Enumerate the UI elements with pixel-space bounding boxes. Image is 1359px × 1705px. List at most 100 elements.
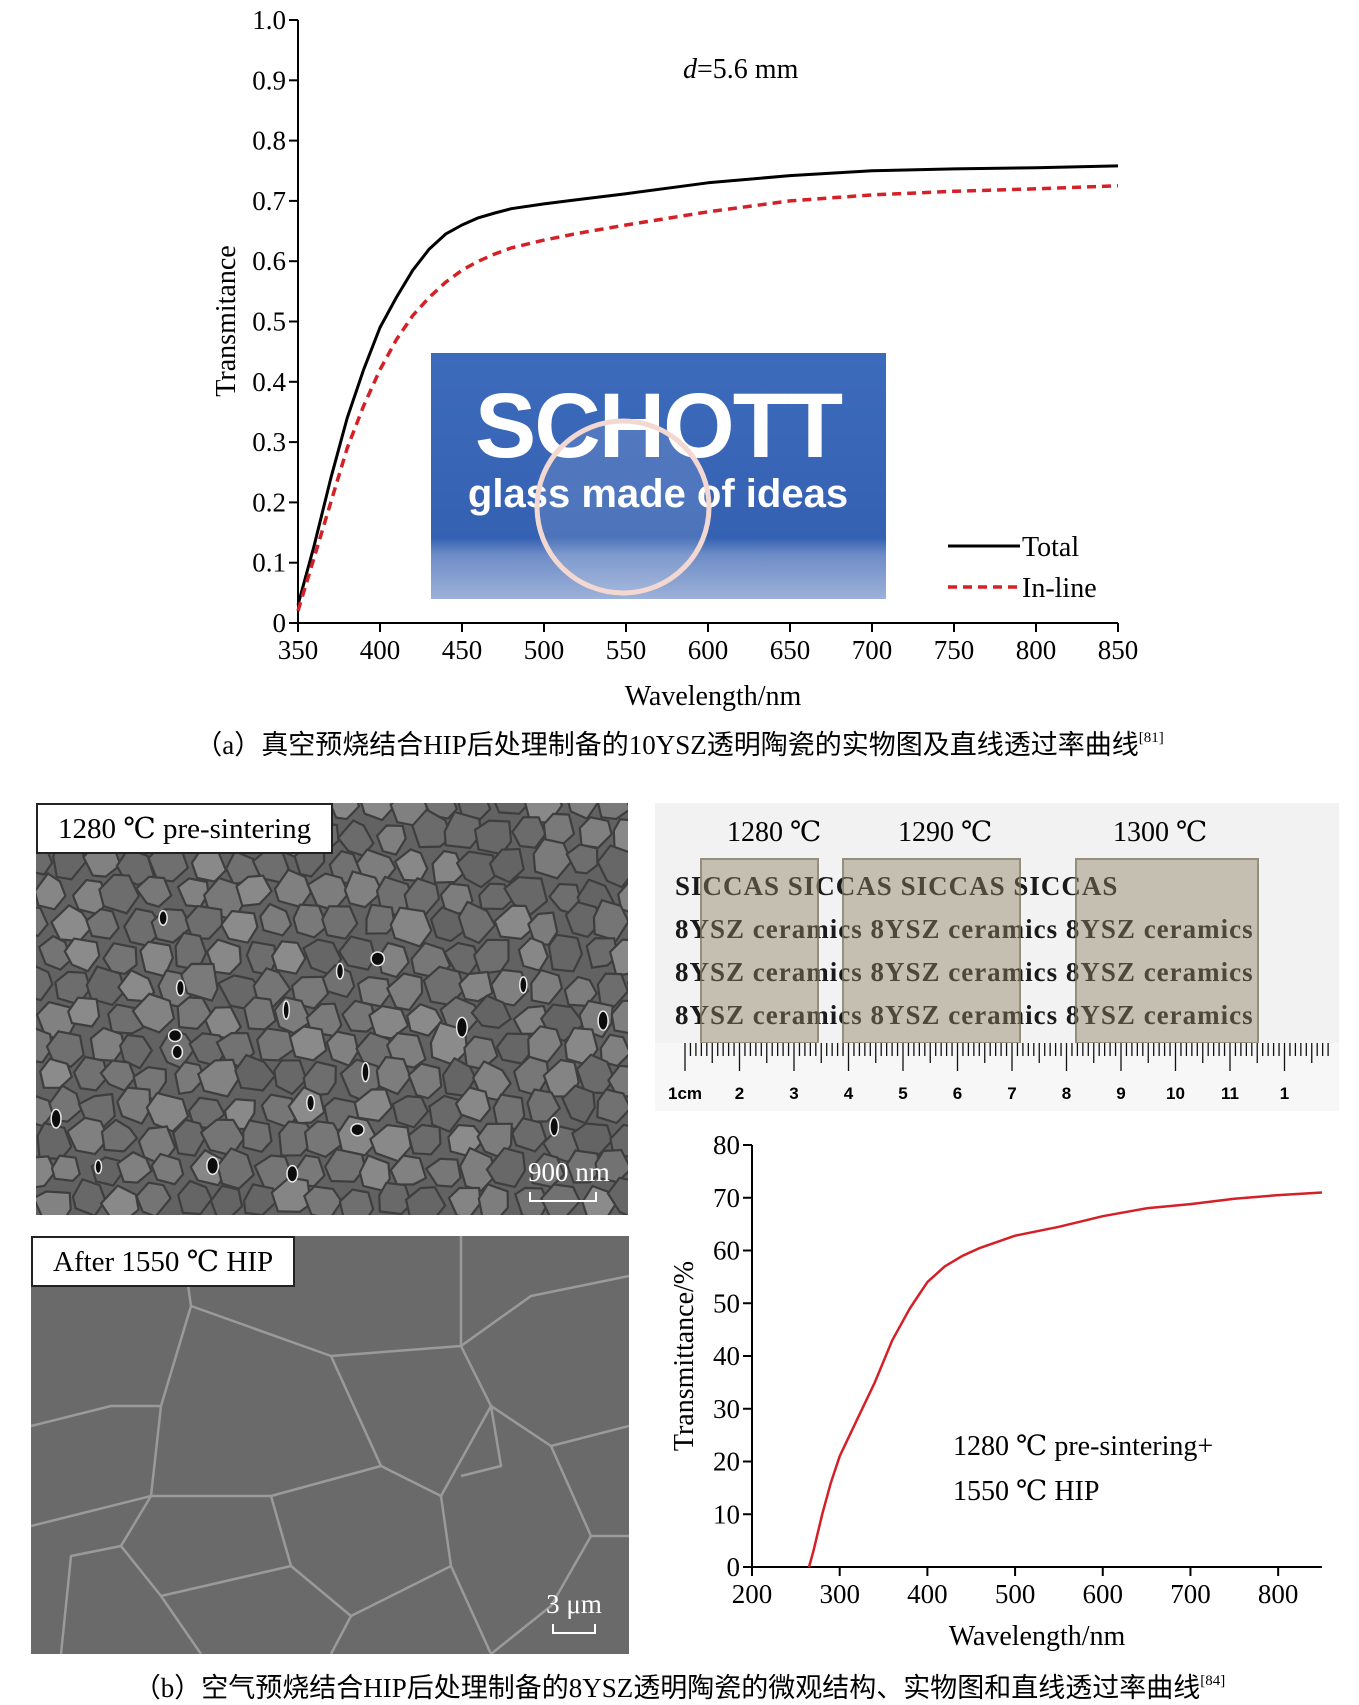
caption-a-text: （a）真空预烧结合HIP后处理制备的10YSZ透明陶瓷的实物图及直线透过率曲线 [195,730,1139,760]
ruler-label: 7 [1007,1084,1016,1103]
y-tick-label-b: 30 [713,1394,740,1424]
sem-pore [283,1001,289,1019]
ceramic-samples-photo: SICCAS SICCAS SICCAS SICCAS 8YSZ ceramic… [655,803,1339,1111]
y-axis-label-a: Transmitance [211,245,242,396]
scale-bar-900nm: 900 nm [528,1157,598,1202]
legend-label-total: Total [1022,532,1079,563]
sem-bottom-label: After 1550 ℃ HIP [31,1236,295,1287]
ruler-label: 11 [1221,1084,1239,1103]
sem-grain [243,1121,271,1152]
x-axis-label-b: Wavelength/nm [949,1621,1126,1652]
sem-pore [159,911,167,925]
y-tick-label-a: 0.6 [252,246,286,276]
ruler-label: 8 [1062,1084,1071,1103]
x-tick-label-b: 700 [1170,1579,1211,1609]
sem-grain [152,1154,183,1184]
ruler-label: 2 [735,1084,744,1103]
sem-grain [549,935,582,972]
ruler-label: 4 [844,1084,854,1103]
x-tick-label-a: 450 [442,635,483,665]
ruler-label: 9 [1116,1084,1125,1103]
sem-pore [287,1166,298,1182]
sem-pore [207,1157,219,1174]
sem-grain [244,997,276,1029]
y-tick-label-a: 0.2 [252,487,286,517]
ruler-label: 1 [1280,1084,1289,1103]
sem-pore [177,980,185,995]
y-tick-label-b: 0 [727,1552,741,1582]
temp-label-1280: 1280 ℃ [727,815,821,849]
x-tick-label-a: 800 [1016,635,1057,665]
sem-pore [169,1030,182,1042]
scale-bar-3um-line [552,1624,596,1634]
x-tick-label-a: 850 [1098,635,1139,665]
sem-pore [362,1063,369,1082]
x-tick-label-b: 300 [819,1579,860,1609]
scale-bar-3um: 3 μm [539,1589,609,1634]
x-tick-label-b: 500 [995,1579,1036,1609]
glass-sample-disc [537,421,709,593]
y-tick-label-a: 0.8 [252,126,286,156]
ruler-label: 6 [953,1084,962,1103]
sem-grain [290,1026,326,1060]
scale-bar-900nm-line [529,1192,597,1202]
legend-label-inline: In-line [1022,573,1097,604]
y-tick-label-b: 20 [713,1447,740,1477]
inset-photo-schott: SCHOTT glass made of ideas [431,353,886,599]
x-tick-label-b: 200 [732,1579,773,1609]
caption-b-ref: [84] [1200,1673,1225,1689]
y-tick-label-a: 0.5 [252,307,286,337]
y-tick-label-b: 40 [713,1341,740,1371]
ruler-label: 10 [1166,1084,1185,1103]
y-tick-label-a: 0.4 [252,367,286,397]
sem-pore [550,1117,559,1135]
x-tick-label-b: 600 [1083,1579,1124,1609]
x-tick-label-a: 600 [688,635,729,665]
sem-pore [307,1095,315,1111]
chart-b-annotation-line-2: 1550 ℃ HIP [953,1476,1099,1507]
x-tick-label-a: 400 [360,635,401,665]
temp-label-1290: 1290 ℃ [898,815,992,849]
scale-bar-900nm-text: 900 nm [528,1157,598,1188]
sem-pore [337,963,344,979]
y-tick-label-b: 50 [713,1288,740,1318]
scale-bar-3um-text: 3 μm [539,1589,609,1620]
x-tick-label-b: 800 [1258,1579,1299,1609]
x-tick-label-a: 700 [852,635,893,665]
caption-a-ref: [81] [1139,730,1164,746]
ruler-label: 1cm [668,1084,702,1103]
caption-b-text: （b）空气预烧结合HIP后处理制备的8YSZ透明陶瓷的微观结构、实物图和直线透过… [134,1673,1201,1703]
sem-grain [449,1188,481,1215]
ceramic-sample-1280 [700,858,819,1044]
ceramic-sample-1300 [1075,858,1259,1044]
ruler-label: 3 [789,1084,798,1103]
x-axis-label-a: Wavelength/nm [625,681,802,712]
x-tick-label-a: 650 [770,635,811,665]
sem-grain [52,1156,80,1181]
transmittance-series-line [809,1193,1322,1568]
sem-pore [457,1017,468,1037]
thickness-annotation: d=5.6 mm [683,54,799,85]
x-tick-label-a: 750 [934,635,975,665]
sem-pore [351,1124,364,1136]
sem-pore [95,1160,101,1173]
sem-pore [172,1045,182,1058]
sem-pore [371,952,384,966]
sem-pore [520,977,527,993]
sem-grain [366,905,394,934]
caption-a: （a）真空预烧结合HIP后处理制备的10YSZ透明陶瓷的实物图及直线透过率曲线[… [0,723,1359,762]
y-tick-label-b: 70 [713,1183,740,1213]
ruler-label: 5 [898,1084,907,1103]
caption-b: （b）空气预烧结合HIP后处理制备的8YSZ透明陶瓷的微观结构、实物图和直线透过… [0,1666,1359,1705]
y-tick-label-a: 0.7 [252,186,286,216]
sem-grain [36,1192,71,1216]
y-tick-label-b: 10 [713,1499,740,1529]
temp-label-1300: 1300 ℃ [1113,815,1207,849]
x-tick-label-a: 350 [278,635,319,665]
sem-pore [51,1109,61,1128]
x-tick-label-a: 550 [606,635,647,665]
y-tick-label-a: 0.3 [252,427,286,457]
sem-pore [598,1011,608,1030]
